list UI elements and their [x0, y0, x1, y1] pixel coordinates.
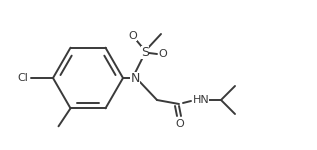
Text: S: S — [141, 45, 149, 58]
Text: O: O — [176, 119, 184, 129]
Text: O: O — [129, 31, 137, 41]
Text: N: N — [130, 72, 140, 84]
Text: O: O — [158, 49, 167, 59]
Text: Cl: Cl — [17, 73, 28, 83]
Text: HN: HN — [193, 95, 209, 105]
